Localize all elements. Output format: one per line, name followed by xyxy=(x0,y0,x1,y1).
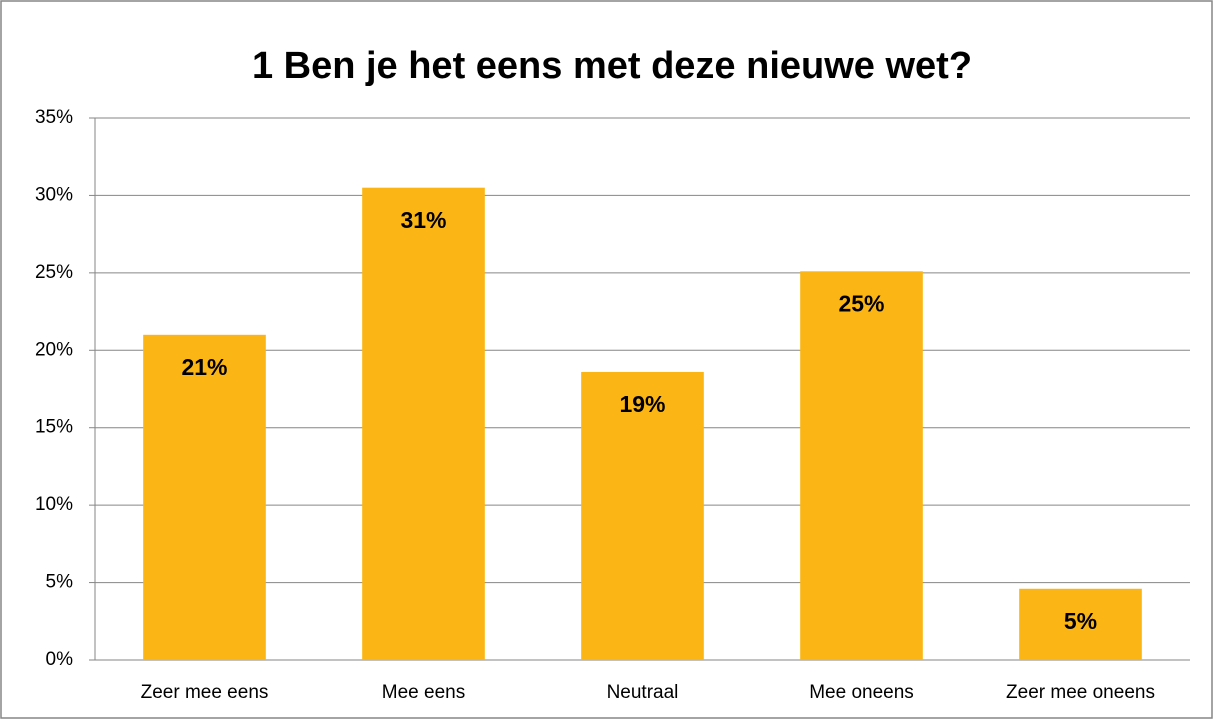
data-label: 5% xyxy=(1064,608,1097,634)
x-tick-label: Zeer mee eens xyxy=(141,682,269,703)
y-tick-label: 0% xyxy=(46,649,74,670)
y-tick-label: 30% xyxy=(35,184,73,205)
data-label: 21% xyxy=(181,354,227,380)
chart-title: 1 Ben je het eens met deze nieuwe wet? xyxy=(252,45,972,87)
y-tick-label: 25% xyxy=(35,262,73,283)
bar xyxy=(800,271,923,660)
x-tick-label: Mee eens xyxy=(382,682,465,703)
bar xyxy=(143,334,266,660)
y-tick-label: 35% xyxy=(35,107,73,128)
y-tick-label: 15% xyxy=(35,417,73,438)
x-tick-label: Neutraal xyxy=(607,682,679,703)
x-tick-label: Mee oneens xyxy=(809,682,914,703)
bar xyxy=(581,371,704,660)
data-label: 19% xyxy=(619,391,665,417)
bar xyxy=(1019,588,1142,660)
y-tick-label: 5% xyxy=(46,572,74,593)
y-tick-label: 10% xyxy=(35,494,73,515)
y-tick-label: 20% xyxy=(35,339,73,360)
bar xyxy=(362,187,485,660)
data-label: 31% xyxy=(400,207,446,233)
data-label: 25% xyxy=(838,290,884,316)
x-tick-label: Zeer mee oneens xyxy=(1006,682,1155,703)
